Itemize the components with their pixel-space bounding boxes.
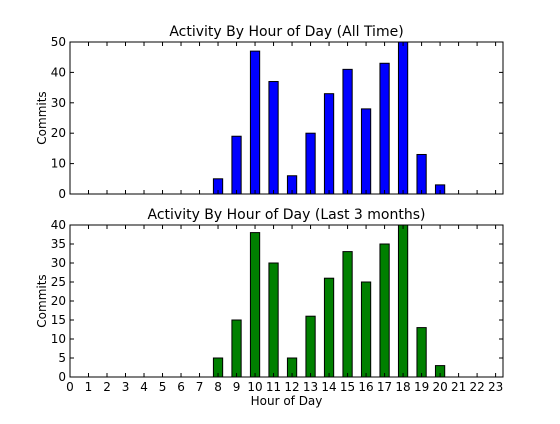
panel2-xtick-label: 6 bbox=[177, 380, 185, 394]
panel1-bar-hour-9 bbox=[231, 135, 242, 195]
panel2-bar-hour-16 bbox=[360, 281, 372, 378]
panel2-xtick-label: 3 bbox=[122, 380, 130, 394]
panel2-ytick-label: 0 bbox=[58, 370, 66, 384]
panel2-xtick-label: 2 bbox=[103, 380, 111, 394]
panel2-xtick-label: 23 bbox=[488, 380, 503, 394]
panel2-xtick-label: 15 bbox=[340, 380, 355, 394]
panel2-ytick-label: 15 bbox=[51, 313, 66, 327]
panel2-bar-hour-17 bbox=[379, 243, 390, 378]
panel2-xtick-label: 22 bbox=[469, 380, 484, 394]
panel2-xtick-label: 19 bbox=[414, 380, 429, 394]
panel2-xlabel: Hour of Day bbox=[251, 394, 323, 408]
panel2-xtick-label: 7 bbox=[196, 380, 204, 394]
panel1-bar-hour-18 bbox=[397, 41, 409, 195]
panel2-xtick-label: 12 bbox=[284, 380, 299, 394]
panel1-ytick-label: 40 bbox=[51, 65, 66, 79]
panel2-xtick-label: 10 bbox=[247, 380, 262, 394]
panel1-bar-hour-14 bbox=[323, 93, 335, 195]
panel1-ytick-label: 0 bbox=[58, 187, 66, 201]
panel2-ytick-label: 40 bbox=[51, 218, 66, 232]
panel2-ylabel: Commits bbox=[35, 274, 49, 327]
panel2-bar-hour-11 bbox=[268, 262, 279, 378]
panel2-bar-hour-14 bbox=[323, 277, 335, 378]
panel2-xtick-label: 9 bbox=[233, 380, 241, 394]
panel2-bar-hour-9 bbox=[231, 319, 242, 378]
panel1-ytick-label: 20 bbox=[51, 126, 66, 140]
panel1-bar-hour-15 bbox=[342, 68, 353, 195]
panel2-bar-hour-13 bbox=[305, 315, 316, 378]
panel1-ylabel: Commits bbox=[35, 91, 49, 144]
panel2-ytick-label: 5 bbox=[58, 351, 66, 365]
panel2-ytick-label: 10 bbox=[51, 332, 66, 346]
panel1-ytick-label: 10 bbox=[51, 157, 66, 171]
panel2-xtick-label: 8 bbox=[214, 380, 222, 394]
panel2-xtick-label: 18 bbox=[395, 380, 410, 394]
panel2-ytick-label: 20 bbox=[51, 294, 66, 308]
panel1-bar-hour-13 bbox=[305, 132, 316, 195]
panel2-ytick-label: 35 bbox=[51, 237, 66, 251]
panel2-ytick-label: 25 bbox=[51, 275, 66, 289]
panel2-xtick-label: 20 bbox=[432, 380, 447, 394]
panel1-title: Activity By Hour of Day (All Time) bbox=[169, 24, 403, 40]
panel2-bar-hour-15 bbox=[342, 251, 353, 378]
panel2-xtick-label: 17 bbox=[377, 380, 392, 394]
panel1-ytick-label: 30 bbox=[51, 96, 66, 110]
panel2-xtick-label: 14 bbox=[321, 380, 336, 394]
panel2-xtick-label: 0 bbox=[66, 380, 74, 394]
panel1-bar-hour-10 bbox=[249, 50, 261, 195]
panel2-xtick-label: 16 bbox=[358, 380, 373, 394]
panel2-axes-frame bbox=[69, 224, 504, 378]
panel2-xtick-label: 11 bbox=[266, 380, 281, 394]
panel2-bar-hour-18 bbox=[397, 224, 409, 378]
panel1-bar-hour-16 bbox=[360, 108, 372, 195]
panel2-ytick-label: 30 bbox=[51, 256, 66, 270]
panel2-xtick-label: 21 bbox=[451, 380, 466, 394]
panel1-bar-hour-17 bbox=[379, 62, 390, 195]
panel2-bar-hour-10 bbox=[249, 232, 261, 378]
panel2-xtick-label: 1 bbox=[85, 380, 93, 394]
panel1-ytick-label: 50 bbox=[51, 35, 66, 49]
panel2-title: Activity By Hour of Day (Last 3 months) bbox=[148, 207, 426, 223]
panel2-xtick-label: 4 bbox=[140, 380, 148, 394]
panel2-xtick-label: 13 bbox=[303, 380, 318, 394]
panel2-bar-hour-19 bbox=[416, 327, 427, 378]
panel1-bar-hour-19 bbox=[416, 153, 427, 195]
panel1-bar-hour-11 bbox=[268, 81, 279, 195]
panel2-xtick-label: 5 bbox=[159, 380, 167, 394]
panel1-axes-frame bbox=[69, 41, 504, 195]
